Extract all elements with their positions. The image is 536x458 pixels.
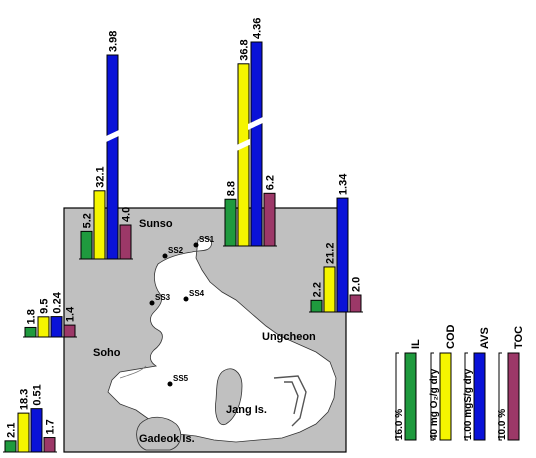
- data-label-ss2-cod: 32.1: [95, 166, 107, 187]
- bar-ss5-avs: [30, 408, 43, 453]
- legend-bar-cod: [439, 352, 452, 441]
- bar-ss1-avs: [250, 41, 263, 247]
- station-label-ss4: SS4: [189, 289, 205, 298]
- place-label-jang-is: Jang Is.: [226, 404, 267, 416]
- station-marker-ss2: [162, 253, 168, 259]
- station-marker-ss1: [193, 242, 199, 248]
- legend-bar-il: [404, 352, 417, 441]
- data-label-ss3-cod: 9.5: [39, 299, 51, 314]
- bar-ss5-cod: [17, 412, 30, 453]
- bar-break-ss1-avs: [248, 116, 265, 130]
- bar-group-ss4: 2.2 21.2 1.34 2.0: [309, 173, 363, 313]
- data-label-ss5-avs: 0.51: [32, 384, 44, 405]
- data-label-ss2-avs: 3.98: [108, 31, 120, 52]
- bar-ss1-toc: [263, 192, 276, 247]
- bar-ss5-il: [4, 440, 17, 453]
- island-jang: [215, 368, 243, 426]
- harbor-breakwater: [273, 375, 307, 427]
- legend-bracket-cod: [430, 352, 434, 441]
- bar-group-ss1: 8.8 36.84.36 6.2: [223, 18, 277, 247]
- channel-line: [119, 365, 147, 379]
- station-label-ss1: SS1: [199, 235, 215, 244]
- bar-break-ss2-avs: [104, 129, 121, 143]
- bar-break-ss1-cod: [235, 137, 252, 152]
- data-label-ss1-toc: 6.2: [265, 175, 277, 190]
- legend-bracket-il: [395, 352, 399, 441]
- data-label-ss1-cod: 36.8: [239, 39, 251, 60]
- bar-group-ss2: 5.2 32.1 3.98 4.0: [79, 31, 133, 260]
- bar-ss2-il: [80, 230, 93, 260]
- bar-ss4-avs: [336, 197, 349, 313]
- place-label-gadeok-is: Gadeok Is.: [139, 433, 195, 445]
- map: SS1 SS2 SS3 SS4 SS5 Sunso Soho Ungcheon Jang Is…: [63, 207, 347, 453]
- bar-ss3-cod: [37, 316, 50, 338]
- bar-group-ss3: 1.89.5 0.241.4: [23, 291, 77, 338]
- legend-bracket-toc: [498, 352, 502, 441]
- bar-ss3-avs: [50, 316, 63, 338]
- legend-full-scale-toc: 10.0 %: [497, 409, 508, 440]
- bar-ss5-toc: [43, 437, 56, 453]
- legend-title-avs: AVS: [479, 327, 491, 349]
- station-marker-ss3: [149, 300, 155, 306]
- bar-group-ss5: 2.1 18.3 0.51 1.7: [3, 384, 57, 453]
- bar-ss3-toc: [63, 324, 76, 338]
- sea-area: [107, 237, 337, 443]
- data-label-ss3-avs: 0.24: [52, 291, 64, 313]
- data-label-ss5-toc: 1.7: [45, 419, 57, 434]
- data-label-ss3-il: 1.8: [26, 309, 38, 324]
- legend-title-il: IL: [410, 339, 422, 349]
- bar-ss4-toc: [349, 294, 362, 313]
- legend-title-cod: COD: [445, 325, 457, 350]
- data-label-ss4-il: 2.2: [312, 282, 324, 297]
- bar-ss1-cod: [237, 63, 250, 247]
- legend-bracket-avs: [464, 352, 468, 441]
- station-label-ss2: SS2: [168, 246, 184, 255]
- bar-ss1-il: [224, 198, 237, 247]
- bar-ss2-avs: [106, 54, 119, 260]
- legend-title-toc: TOC: [513, 326, 525, 349]
- station-label-ss3: SS3: [155, 293, 171, 302]
- bar-ss2-toc: [119, 224, 132, 260]
- legend-full-scale-cod: 40 mg O₂/g dry: [429, 368, 440, 440]
- data-label-ss5-cod: 18.3: [19, 389, 31, 410]
- bar-ss3-il: [24, 326, 37, 338]
- data-label-ss2-toc: 4.0: [121, 207, 133, 222]
- place-label-soho: Soho: [93, 347, 121, 359]
- station-label-ss5: SS5: [173, 374, 189, 383]
- station-marker-ss4: [183, 296, 189, 302]
- legend-bar-toc: [507, 352, 520, 441]
- data-label-ss1-il: 8.8: [226, 181, 238, 196]
- bar-ss2-cod: [93, 190, 106, 260]
- data-label-ss2-il: 5.2: [82, 213, 94, 228]
- data-label-ss3-toc: 1.4: [65, 306, 77, 322]
- data-label-ss1-avs: 4.36: [252, 18, 264, 39]
- bar-ss4-cod: [323, 266, 336, 313]
- scale-legend: IL 16.0 % COD 40 mg O₂/g dry AVS 1.00 mgS/g d…: [394, 325, 525, 441]
- bar-ss4-il: [310, 299, 323, 313]
- station-marker-ss5: [167, 381, 173, 387]
- legend-bar-avs: [473, 352, 486, 441]
- data-label-ss4-cod: 21.2: [325, 243, 337, 264]
- place-label-ungcheon: Ungcheon: [262, 331, 316, 343]
- data-label-ss5-il: 2.1: [6, 423, 18, 438]
- legend-full-scale-il: 16.0 %: [394, 409, 405, 440]
- island-gadeok: [136, 416, 182, 451]
- legend-full-scale-avs: 1.00 mgS/g dry: [463, 368, 474, 440]
- place-label-sunso: Sunso: [139, 218, 173, 230]
- data-label-ss4-toc: 2.0: [351, 277, 363, 292]
- data-label-ss4-avs: 1.34: [338, 173, 350, 195]
